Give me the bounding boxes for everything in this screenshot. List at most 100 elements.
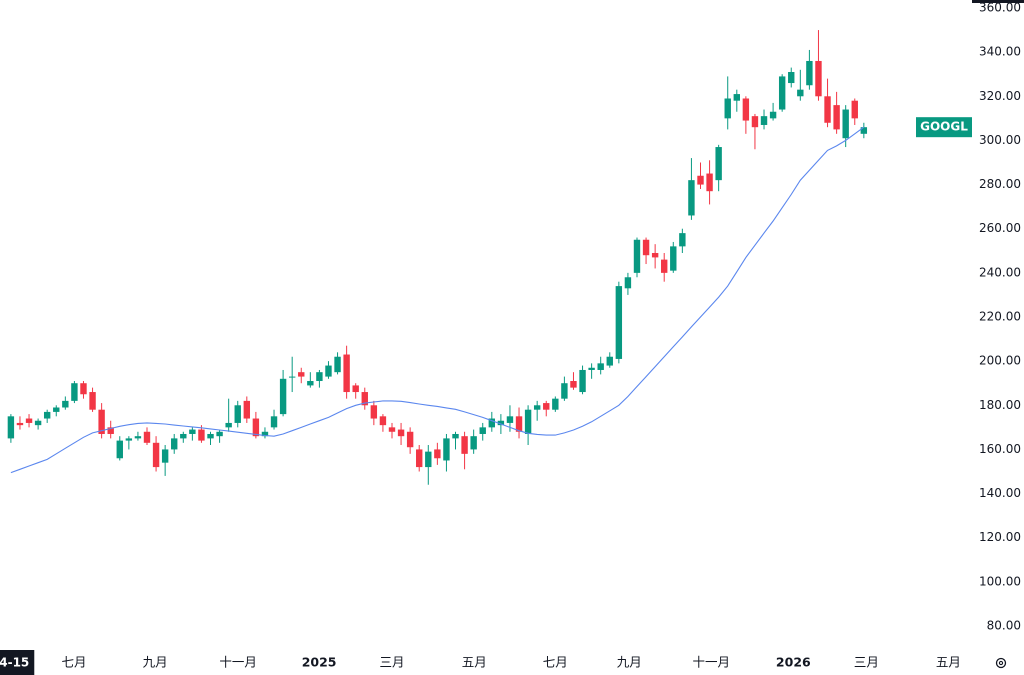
candle-body — [624, 277, 632, 289]
x-tick-label: 七月 — [543, 655, 568, 670]
candle-body — [506, 416, 514, 423]
y-tick-label: 220.00 — [979, 310, 1021, 324]
candle-body — [216, 431, 223, 437]
candle-body — [552, 398, 559, 410]
candle-body — [225, 422, 232, 428]
candle-body — [797, 89, 804, 97]
candle-body — [679, 233, 686, 247]
candle-body — [343, 354, 350, 393]
candle-body — [833, 105, 840, 130]
candle-body — [134, 436, 142, 439]
candle-body — [760, 116, 768, 125]
candle-body — [633, 239, 641, 273]
y-tick-label: 240.00 — [979, 265, 1021, 279]
y-tick-label: 80.00 — [987, 619, 1021, 633]
candle-body — [815, 60, 822, 97]
settings-icon[interactable] — [995, 657, 1007, 669]
y-tick-label: 360.00 — [979, 1, 1021, 15]
candle-body — [479, 427, 486, 434]
candle-body — [316, 372, 323, 382]
y-tick-label: 320.00 — [979, 89, 1021, 103]
candle-body — [488, 418, 496, 428]
candle-body — [107, 427, 114, 434]
crosshair-label-box — [0, 650, 35, 675]
candle-body — [778, 76, 786, 110]
candle-body — [452, 433, 459, 439]
y-tick-label: 280.00 — [979, 177, 1021, 191]
candle-body — [688, 180, 695, 216]
candle-body — [579, 369, 586, 393]
candle-body — [116, 440, 123, 459]
candle-body — [751, 116, 759, 128]
x-tick-label: 五月 — [462, 655, 487, 670]
x-tick-label: 2026 — [776, 655, 811, 670]
candle-body — [89, 392, 96, 410]
candle-body — [352, 385, 359, 393]
candle-body — [397, 429, 405, 437]
candle-body — [279, 378, 287, 415]
candle-body — [697, 175, 704, 185]
candle-body — [606, 356, 613, 366]
x-tick-label: 五月 — [936, 655, 961, 670]
candle-body — [152, 442, 160, 468]
candle-body — [370, 405, 378, 419]
symbol-label: GOOGL — [920, 120, 968, 134]
candle-body — [252, 418, 260, 437]
settings-icon-core — [998, 660, 1004, 666]
x-tick-label: 七月 — [62, 655, 87, 670]
candle-body — [270, 416, 278, 428]
candle-body — [16, 422, 24, 426]
candle-body — [742, 98, 750, 121]
moving-average — [10, 126, 865, 474]
candle-body — [642, 239, 650, 256]
candle-body — [615, 286, 623, 359]
candle-body — [207, 433, 214, 439]
candle-body — [416, 449, 423, 468]
candle-body — [43, 411, 51, 419]
candle-body — [724, 98, 731, 119]
y-tick-label: 260.00 — [979, 221, 1021, 235]
candle-body — [497, 420, 505, 426]
candle-body — [25, 418, 33, 423]
candle-body — [234, 405, 241, 423]
candle-body — [588, 367, 595, 370]
x-tick-label: 十一月 — [219, 655, 257, 670]
x-tick-label: 九月 — [143, 655, 168, 670]
candle-body — [661, 259, 668, 273]
candle-body — [461, 436, 468, 454]
x-tick-label: 三月 — [854, 655, 879, 670]
candle-body — [543, 403, 550, 410]
candle-body — [715, 147, 722, 181]
y-tick-label: 300.00 — [979, 133, 1021, 147]
candle-body — [860, 127, 868, 134]
candle-body — [470, 436, 477, 450]
candle-body — [533, 405, 541, 410]
candle-body — [670, 246, 677, 271]
y-tick-label: 140.00 — [979, 486, 1021, 500]
symbol-label-box — [916, 117, 972, 138]
candle-body — [570, 381, 577, 388]
candle-body — [53, 407, 60, 412]
candle-body — [524, 409, 532, 434]
candle-body — [769, 111, 777, 119]
candle-body — [261, 431, 269, 437]
candle-body — [425, 451, 432, 468]
candle-body — [125, 438, 133, 441]
candle-body — [288, 376, 296, 378]
candle-body — [7, 416, 15, 439]
candle-body — [325, 365, 332, 377]
x-tick-label: 十一月 — [693, 655, 731, 670]
y-tick-label: 340.00 — [979, 45, 1021, 59]
candle-body — [597, 363, 604, 370]
settings-icon-ring — [995, 657, 1007, 669]
candle-body — [298, 372, 305, 377]
candle-body — [98, 409, 105, 434]
candle-body — [34, 420, 42, 426]
candle-body — [515, 416, 523, 432]
price-label-edge — [972, 0, 1024, 3]
candle-body — [651, 252, 659, 258]
candle-body — [161, 449, 169, 463]
candle-body — [62, 400, 69, 408]
y-tick-label: 180.00 — [979, 398, 1021, 412]
